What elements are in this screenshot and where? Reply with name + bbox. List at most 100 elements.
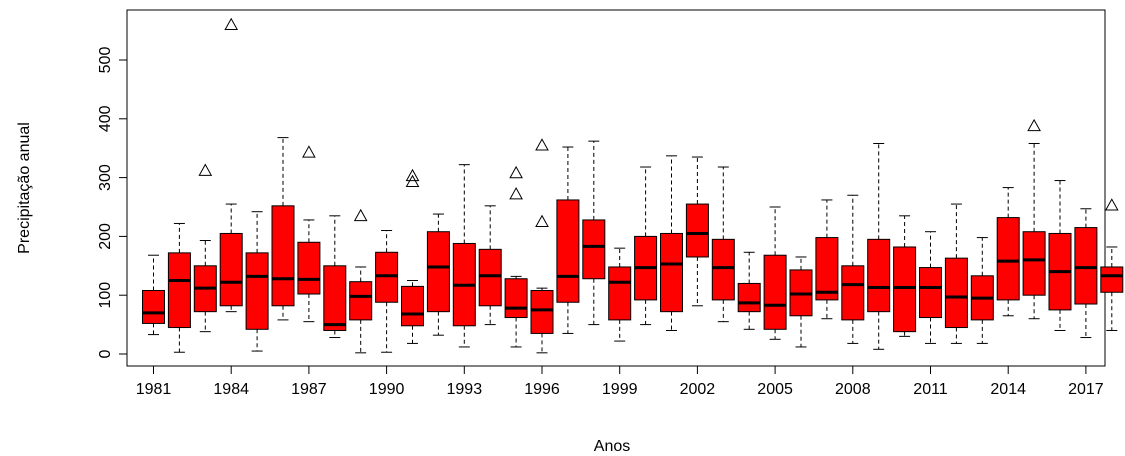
outlier-point [353, 208, 368, 222]
box-1990 [375, 230, 399, 353]
y-tick-label: 200 [97, 223, 114, 250]
box-iqr [608, 266, 632, 321]
box-iqr [996, 217, 1020, 301]
outlier-point [224, 17, 239, 31]
box-1995 [504, 275, 528, 348]
box-iqr [1100, 266, 1124, 293]
outlier-point [509, 165, 523, 179]
box-2015 [1022, 142, 1046, 320]
box-1997 [556, 146, 580, 334]
box-1986 [271, 137, 295, 321]
box-1998 [582, 140, 606, 326]
x-tick-label: 1993 [447, 381, 483, 398]
x-tick-label: 2002 [680, 381, 716, 398]
y-tick-label: 100 [97, 282, 114, 309]
box-iqr [401, 285, 424, 327]
box-2006 [789, 256, 813, 348]
x-axis: 1981 1984 1987 1990 1993 1996 1999 2002 2005 2008… [136, 365, 1104, 398]
box-2004 [737, 251, 761, 330]
x-tick-label: 2005 [757, 381, 793, 398]
box-iqr [944, 257, 968, 329]
box-1987 [297, 219, 321, 323]
box-2002 [685, 156, 709, 307]
box-iqr [142, 289, 165, 324]
box-1993 [452, 164, 476, 348]
box-iqr [711, 238, 735, 301]
x-tick-label: 1999 [602, 381, 638, 398]
box-iqr [167, 252, 191, 329]
box-iqr [660, 232, 683, 313]
box-1988 [323, 215, 347, 339]
x-tick-label: 1984 [213, 381, 249, 398]
box-2010 [893, 215, 917, 337]
x-tick-label: 2011 [913, 381, 948, 398]
outlier-point [509, 187, 523, 200]
box-iqr [271, 205, 295, 307]
box-iqr [219, 232, 243, 307]
box-iqr [685, 203, 709, 258]
box-1981 [142, 254, 165, 336]
outlier-point [535, 138, 549, 151]
box-iqr [763, 254, 787, 330]
outlier-point [405, 174, 420, 188]
box-2012 [944, 203, 968, 344]
outlier-point [405, 168, 420, 182]
box-2009 [867, 142, 891, 350]
box-1991 [401, 280, 424, 344]
box-1982 [167, 222, 191, 353]
box-2013 [970, 237, 994, 344]
box-iqr [841, 265, 865, 321]
y-tick-label: 400 [97, 105, 114, 132]
box-1985 [245, 211, 269, 352]
x-tick-label: 1990 [369, 381, 405, 398]
x-axis-title: Anos [594, 438, 630, 455]
box-iqr [504, 278, 528, 319]
box-iqr [815, 237, 839, 301]
y-tick-label: 0 [97, 349, 114, 358]
x-tick-label: 2008 [835, 381, 871, 398]
box-1996 [530, 287, 554, 354]
box-2005 [763, 206, 787, 340]
box-iqr [297, 241, 321, 295]
box-1992 [426, 213, 450, 336]
box-iqr [478, 248, 502, 307]
box-2016 [1048, 180, 1072, 331]
box-iqr [1074, 227, 1098, 305]
box-2007 [815, 199, 839, 320]
box-2018 [1100, 246, 1124, 331]
box-2014 [996, 187, 1020, 317]
y-tick-label: 300 [97, 164, 114, 191]
box-2017 [1074, 208, 1098, 339]
outlier-point [535, 214, 549, 227]
box-2003 [711, 166, 735, 323]
x-tick-label: 2014 [990, 381, 1026, 398]
box-2000 [634, 166, 658, 326]
box-iqr [556, 199, 580, 303]
y-tick-label: 500 [97, 47, 114, 74]
x-tick-label: 1981 [136, 381, 172, 398]
y-axis-title: Precipitação anual [16, 122, 33, 254]
y-axis: 0 100 200 300 400 500 [97, 47, 128, 358]
box-1994 [478, 205, 502, 326]
box-iqr [426, 231, 450, 313]
box-iqr [737, 282, 761, 313]
box-iqr [530, 289, 554, 334]
outlier-point [302, 145, 316, 158]
outlier-point [1027, 118, 1041, 132]
box-iqr [867, 238, 891, 313]
box-iqr [893, 246, 917, 333]
box-iqr [919, 267, 942, 319]
box-iqr [582, 219, 606, 280]
outlier-point [198, 163, 213, 176]
box-1984 [219, 203, 243, 313]
x-tick-label: 1996 [524, 381, 560, 398]
box-iqr [1022, 231, 1046, 296]
box-2011 [919, 231, 942, 344]
box-iqr [245, 252, 269, 330]
box-1983 [193, 240, 217, 333]
box-2001 [660, 155, 683, 331]
outlier-point [1104, 198, 1119, 211]
box-series [142, 137, 1124, 354]
